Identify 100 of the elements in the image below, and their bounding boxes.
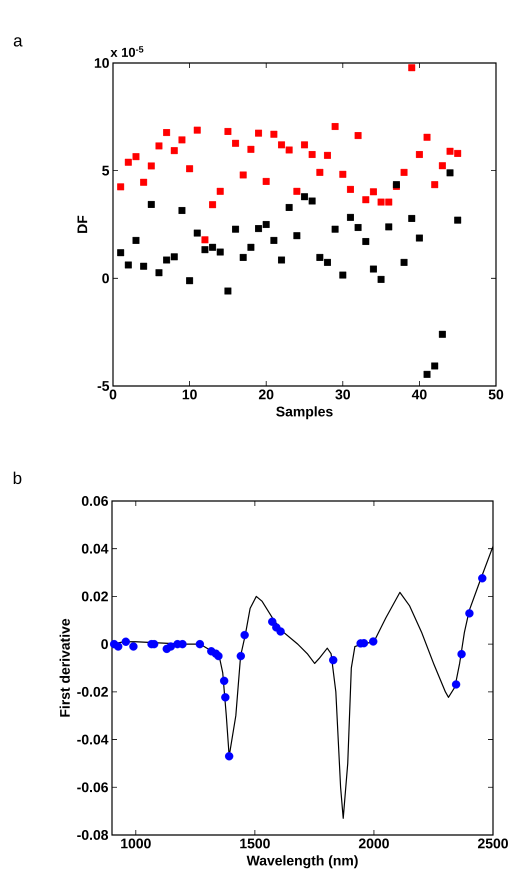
point (438, 330, 446, 338)
point (140, 178, 148, 186)
point (324, 152, 331, 159)
point (416, 151, 423, 158)
point (270, 236, 278, 244)
x-tick-label: 2000 (358, 838, 389, 848)
point (117, 183, 124, 190)
point (316, 254, 324, 261)
point (385, 223, 392, 230)
point (216, 188, 224, 195)
y-tick-label: 0.04 (82, 544, 108, 554)
point (186, 165, 194, 172)
point (369, 637, 378, 646)
point (240, 630, 249, 640)
point (132, 236, 140, 244)
point (220, 676, 228, 686)
point (293, 232, 300, 240)
point (124, 158, 132, 166)
y-tick-label: 5 (102, 166, 110, 176)
point (339, 272, 346, 279)
y-tick-label: -0.02 (77, 686, 108, 697)
point (278, 141, 286, 148)
point (346, 186, 354, 193)
point (454, 150, 462, 157)
point (478, 574, 486, 582)
point (416, 234, 423, 242)
x-tick-label: 30 (335, 390, 350, 400)
point (201, 236, 208, 244)
y-tick-label: -0.08 (77, 830, 108, 840)
x-tick-label: 20 (258, 390, 274, 400)
point (155, 269, 162, 276)
point (270, 130, 278, 138)
point (224, 288, 232, 295)
point (268, 618, 276, 626)
point (408, 214, 416, 222)
point (362, 238, 370, 245)
y-axis-title: DF (78, 216, 88, 233)
point (148, 162, 155, 170)
point (170, 253, 178, 260)
point (457, 650, 466, 658)
y-tick-label: -0.06 (77, 782, 108, 792)
point (400, 168, 408, 176)
point (114, 642, 122, 651)
point (339, 170, 346, 178)
point (224, 752, 234, 760)
point (446, 169, 454, 176)
point (438, 162, 446, 170)
point (308, 151, 316, 158)
point (209, 244, 216, 251)
point (286, 204, 293, 211)
point (431, 362, 438, 370)
point (324, 258, 331, 266)
point (262, 178, 270, 185)
point (240, 254, 247, 261)
point (454, 216, 462, 224)
point (163, 129, 170, 136)
point (452, 680, 460, 689)
point (378, 198, 385, 206)
x-tick-label: 0 (110, 390, 116, 400)
point (166, 642, 175, 651)
point (221, 693, 230, 702)
point (216, 248, 224, 256)
point (209, 201, 216, 208)
point (129, 642, 138, 651)
x-tick-label: 50 (488, 390, 504, 400)
point (255, 130, 262, 137)
point (332, 123, 339, 130)
point (236, 652, 246, 660)
point (329, 656, 338, 664)
point (424, 370, 431, 378)
point (408, 64, 416, 72)
y-tick-label: 0 (102, 273, 109, 284)
point (201, 246, 208, 254)
text: b (14, 472, 22, 484)
point (232, 140, 240, 147)
point (378, 276, 385, 283)
y-tick-label: 0 (101, 639, 108, 650)
point (354, 132, 362, 140)
point (446, 148, 454, 155)
point (293, 188, 300, 195)
y-tick-label: 0.02 (82, 591, 108, 602)
point (247, 244, 254, 251)
point (247, 146, 254, 153)
x-tick-label: 40 (412, 390, 427, 400)
text: a (14, 37, 23, 47)
point (431, 181, 438, 188)
x-tick-label: 2500 (478, 838, 508, 848)
x-tick-label: 1500 (240, 838, 270, 848)
text: x 10$^{-5}$ (110, 46, 144, 57)
point (286, 146, 293, 154)
y-tick-label: -0.04 (77, 734, 108, 744)
point (178, 136, 186, 144)
x-axis-title: Wavelength (nm) (246, 855, 358, 868)
y-axis-title: First derivative (60, 618, 70, 717)
point (196, 640, 204, 648)
point (124, 261, 132, 268)
point (362, 196, 370, 204)
point (122, 638, 130, 646)
point (278, 256, 286, 264)
point (332, 226, 339, 233)
